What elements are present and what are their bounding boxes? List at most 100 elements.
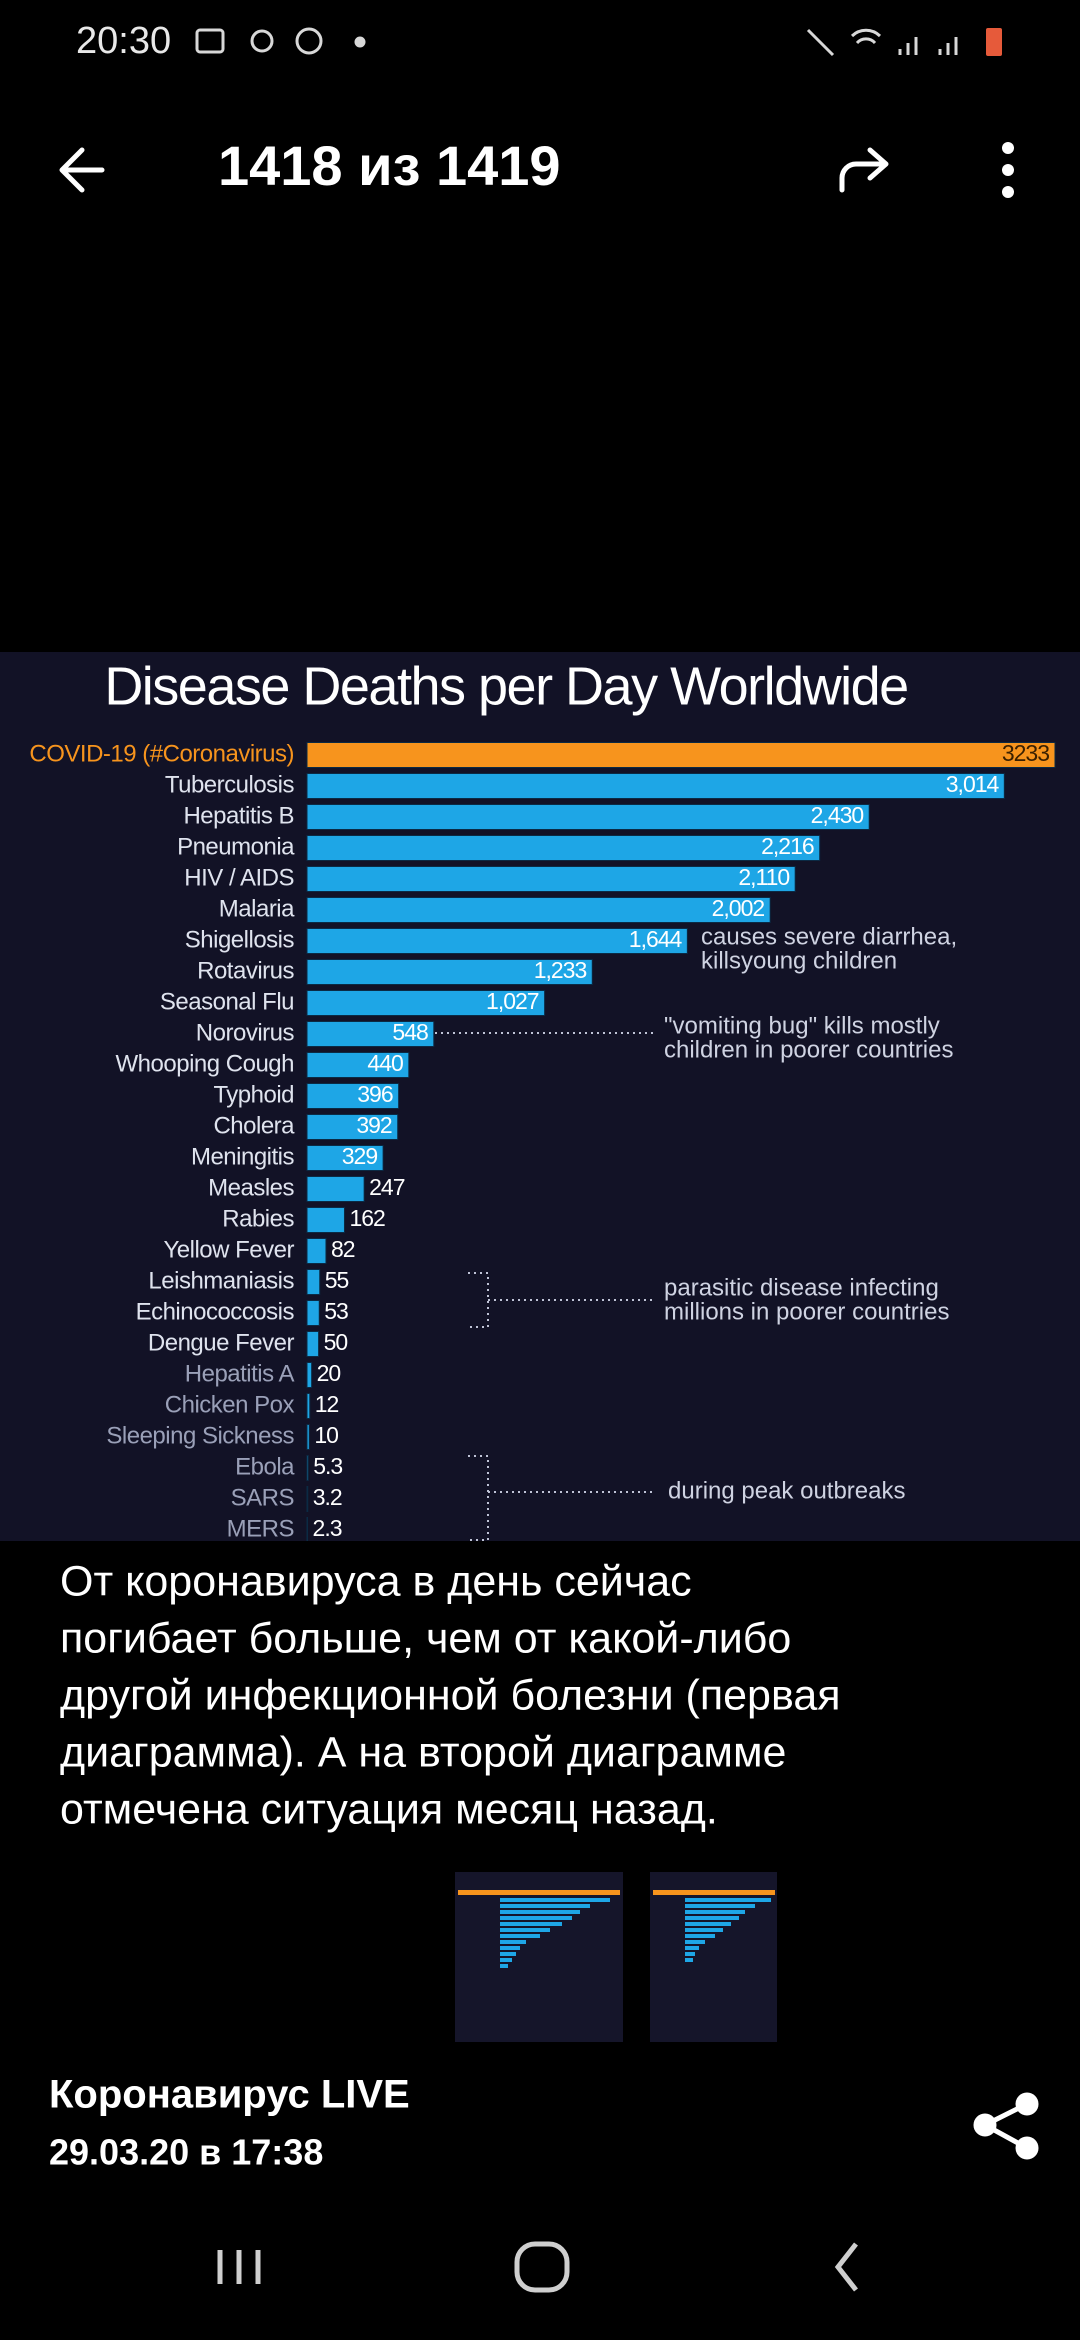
caption-line: погибает больше, чем от какой-либо — [60, 1614, 791, 1662]
bar — [306, 897, 771, 923]
value-label: 10 — [314, 1422, 338, 1448]
share-button[interactable] — [973, 2092, 1039, 2160]
value-label: 55 — [325, 1267, 349, 1293]
category-label: Dengue Fever — [148, 1329, 295, 1356]
chart: COVID-19 (#Coronavirus) 3233 Tuberculosis 3… — [29, 740, 1056, 1542]
category-label: Tuberculosis — [165, 771, 295, 798]
value-label: 1,233 — [534, 957, 587, 983]
back-button[interactable] — [59, 147, 105, 193]
category-label: Ebola — [235, 1453, 295, 1480]
value-label: 20 — [317, 1360, 341, 1386]
bar — [306, 1021, 435, 1047]
home-button[interactable] — [514, 2241, 570, 2293]
bar — [306, 1238, 327, 1264]
bar — [306, 835, 821, 861]
annotation: millions in poorer countries — [664, 1298, 949, 1325]
category-label: Seasonal Flu — [160, 988, 294, 1015]
value-label: 50 — [324, 1329, 348, 1355]
category-label: Norovirus — [196, 1019, 295, 1046]
category-label: Yellow Fever — [163, 1236, 294, 1263]
category-label: Pneumonia — [177, 833, 295, 860]
status-time: 20:30 — [76, 20, 171, 62]
forward-button[interactable] — [839, 147, 889, 193]
post-timestamp: 29.03.20 в 17:38 — [49, 2132, 323, 2173]
category-label: MERS — [227, 1515, 294, 1542]
category-label: Rabies — [222, 1205, 294, 1232]
category-label: Sleeping Sickness — [106, 1422, 294, 1449]
caption: От коронавируса в день сейчас погибает бо… — [60, 1557, 841, 1833]
caption-line: отмечена ситуация месяц назад. — [60, 1785, 718, 1833]
header-title: 1418 из 1419 — [218, 134, 561, 197]
value-label: 548 — [392, 1019, 428, 1045]
value-label: 2,430 — [811, 802, 864, 828]
annotation: during peak outbreaks — [668, 1477, 906, 1504]
bar — [306, 928, 688, 954]
category-label: COVID-19 (#Coronavirus) — [29, 740, 294, 767]
value-label: 392 — [356, 1112, 392, 1138]
thumbnail[interactable] — [650, 1872, 777, 2042]
nav-back[interactable] — [834, 2242, 858, 2292]
bar — [306, 1145, 384, 1171]
bar — [306, 1455, 309, 1481]
value-label: 5.3 — [313, 1453, 342, 1479]
category-label: Cholera — [213, 1112, 295, 1139]
chart-background — [0, 652, 1080, 1541]
value-label: 396 — [357, 1081, 393, 1107]
value-label: 3.2 — [313, 1484, 342, 1510]
category-label: Hepatitis A — [185, 1360, 295, 1387]
value-label: 247 — [369, 1174, 405, 1200]
category-label: Rotavirus — [197, 957, 294, 984]
value-label: 2,216 — [761, 833, 814, 859]
category-label: Echinococcosis — [136, 1298, 295, 1325]
nav-bar — [217, 2241, 858, 2293]
annotation: children in poorer countries — [664, 1036, 954, 1063]
bar — [306, 804, 870, 830]
value-label: 3233 — [1002, 740, 1049, 766]
recent-apps[interactable] — [217, 2250, 261, 2284]
value-label: 1,027 — [486, 988, 539, 1014]
category-label: Typhoid — [213, 1081, 294, 1108]
category-label: Hepatitis B — [183, 802, 294, 829]
category-label: Malaria — [219, 895, 295, 922]
caption-line: другой инфекционной болезни (первая — [60, 1671, 841, 1719]
annotation: parasitic disease infecting — [664, 1274, 939, 1301]
bar — [306, 1052, 410, 1078]
bar — [306, 1176, 365, 1202]
value-label: 53 — [324, 1298, 348, 1324]
value-label: 2.3 — [313, 1515, 342, 1541]
status-icons — [195, 27, 958, 57]
menu-button[interactable] — [1002, 142, 1014, 198]
bar — [306, 1362, 313, 1388]
value-label: 3,014 — [946, 771, 1000, 797]
bar — [306, 959, 593, 985]
category-label: HIV / AIDS — [184, 864, 294, 891]
category-label: Whooping Cough — [116, 1050, 294, 1077]
annotation: "vomiting bug" kills mostly — [664, 1012, 940, 1039]
bar — [306, 1300, 320, 1326]
bar — [306, 1393, 311, 1419]
category-label: Chicken Pox — [165, 1391, 295, 1418]
category-label: Meningitis — [191, 1143, 295, 1170]
battery — [986, 28, 1002, 56]
value-label: 12 — [315, 1391, 339, 1417]
bar — [306, 1486, 309, 1512]
channel-name[interactable]: Коронавирус LIVE — [49, 2073, 410, 2117]
bar — [306, 742, 1056, 768]
bar — [306, 1424, 310, 1450]
bar — [306, 773, 1005, 799]
annotation-leaders — [435, 1032, 656, 1541]
bar — [306, 1331, 320, 1357]
category-label: Shigellosis — [185, 926, 295, 953]
bar — [306, 1269, 321, 1295]
thumbnail[interactable] — [455, 1872, 623, 2042]
bar — [306, 1207, 345, 1233]
value-label: 329 — [342, 1143, 378, 1169]
bar — [306, 1517, 309, 1541]
annotation: killsyoung children — [701, 947, 897, 974]
bar — [306, 1114, 399, 1140]
bar — [306, 990, 546, 1016]
category-label: Measles — [208, 1174, 294, 1201]
value-label: 2,002 — [712, 895, 765, 921]
